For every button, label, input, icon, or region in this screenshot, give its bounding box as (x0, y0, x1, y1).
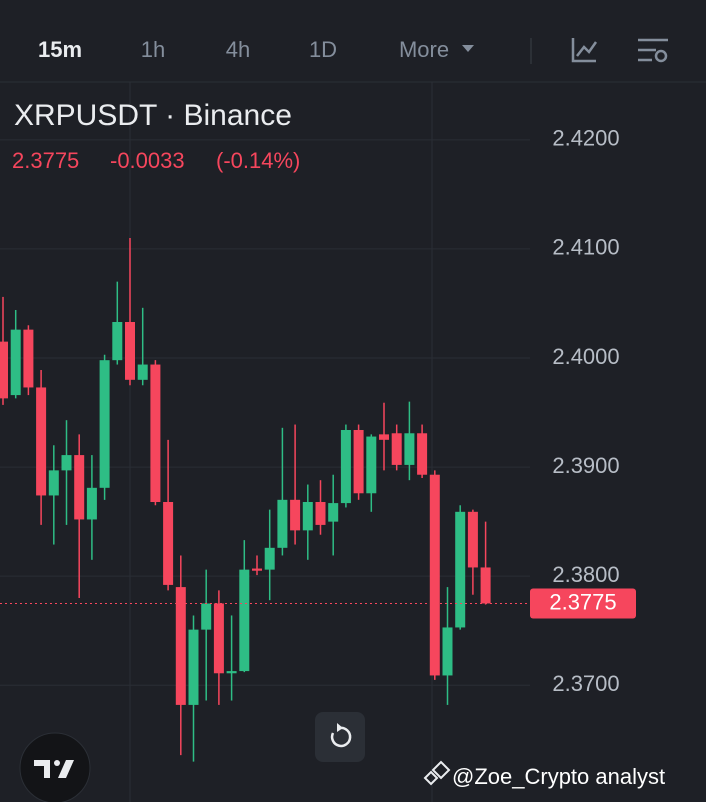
candle-body (150, 364, 161, 502)
candle-body (86, 487, 97, 520)
tradingview-logo[interactable] (19, 732, 91, 802)
tradingview-mark (34, 760, 74, 778)
toolbar (0, 0, 706, 82)
reset-icon (330, 726, 352, 748)
candle-body (455, 511, 466, 628)
candle-body (10, 329, 21, 396)
y-tick-label: 2.3800 (552, 562, 619, 587)
candle-body (48, 470, 59, 496)
candle-body (74, 455, 85, 520)
interval-tab[interactable]: 1h (141, 37, 165, 62)
candle-body (23, 329, 34, 388)
candle-body (112, 322, 123, 361)
settings-icon[interactable] (638, 38, 668, 63)
candle-body (366, 436, 377, 494)
last-price: 2.3775 (12, 148, 79, 173)
reset-arrow (337, 723, 343, 732)
plot: 2.3700 2.3800 2.3900 2.4000 2.4100 2.4200 (0, 126, 620, 762)
candle-body (480, 567, 491, 604)
candle-body (201, 603, 212, 630)
y-tick-label: 2.4000 (552, 344, 619, 369)
reset-button[interactable] (315, 712, 365, 762)
watermark-icon (423, 760, 451, 786)
candle-body (226, 671, 237, 674)
candle-body (417, 433, 428, 475)
last-price-badge (530, 588, 636, 619)
candle-body (137, 364, 148, 380)
candle-body (315, 502, 326, 525)
candle-body (379, 434, 389, 440)
candle-body (467, 511, 478, 568)
candle-body (302, 502, 313, 531)
candle-body (36, 387, 47, 496)
y-tick-label: 2.4100 (552, 235, 619, 260)
candle-body (213, 603, 224, 674)
candle-body (125, 322, 135, 380)
interval-tab[interactable]: 4h (226, 37, 250, 62)
candle-body (277, 499, 288, 548)
candle-body (353, 430, 364, 494)
y-tick-label: 2.3900 (552, 453, 619, 478)
candle-body (328, 503, 339, 522)
candle-body (0, 341, 8, 399)
watermark: @Zoe_Crypto analyst (452, 764, 665, 789)
tradingview-dot (54, 760, 60, 766)
candle-body (404, 433, 415, 465)
candle-body (290, 499, 301, 531)
interval-tab[interactable]: 15m (38, 37, 82, 62)
candle-body (391, 433, 402, 465)
more-tab[interactable]: More (399, 37, 449, 62)
last-price-label: 2.3775 (549, 589, 616, 614)
candle-body (442, 627, 453, 676)
candle-body (99, 360, 110, 488)
interval-tab[interactable]: 1D (309, 37, 337, 62)
candle-body (429, 474, 440, 676)
candle-body (239, 569, 250, 672)
price-change: -0.0033 (110, 148, 185, 173)
candle-body (61, 455, 72, 471)
candle-body (252, 568, 262, 571)
symbol-title: XRPUSDT · Binance (14, 99, 292, 132)
y-tick-label: 2.3700 (552, 671, 619, 696)
indicator-icon[interactable] (571, 38, 598, 63)
candle-body (340, 430, 351, 504)
candle-body (163, 502, 174, 585)
candle-body (264, 547, 275, 570)
dropdown-arrow (462, 45, 474, 52)
candle-body (175, 587, 186, 705)
candle-body (188, 629, 199, 705)
price-change-percent: (-0.14%) (216, 148, 300, 173)
y-tick-label: 2.4200 (552, 126, 619, 151)
